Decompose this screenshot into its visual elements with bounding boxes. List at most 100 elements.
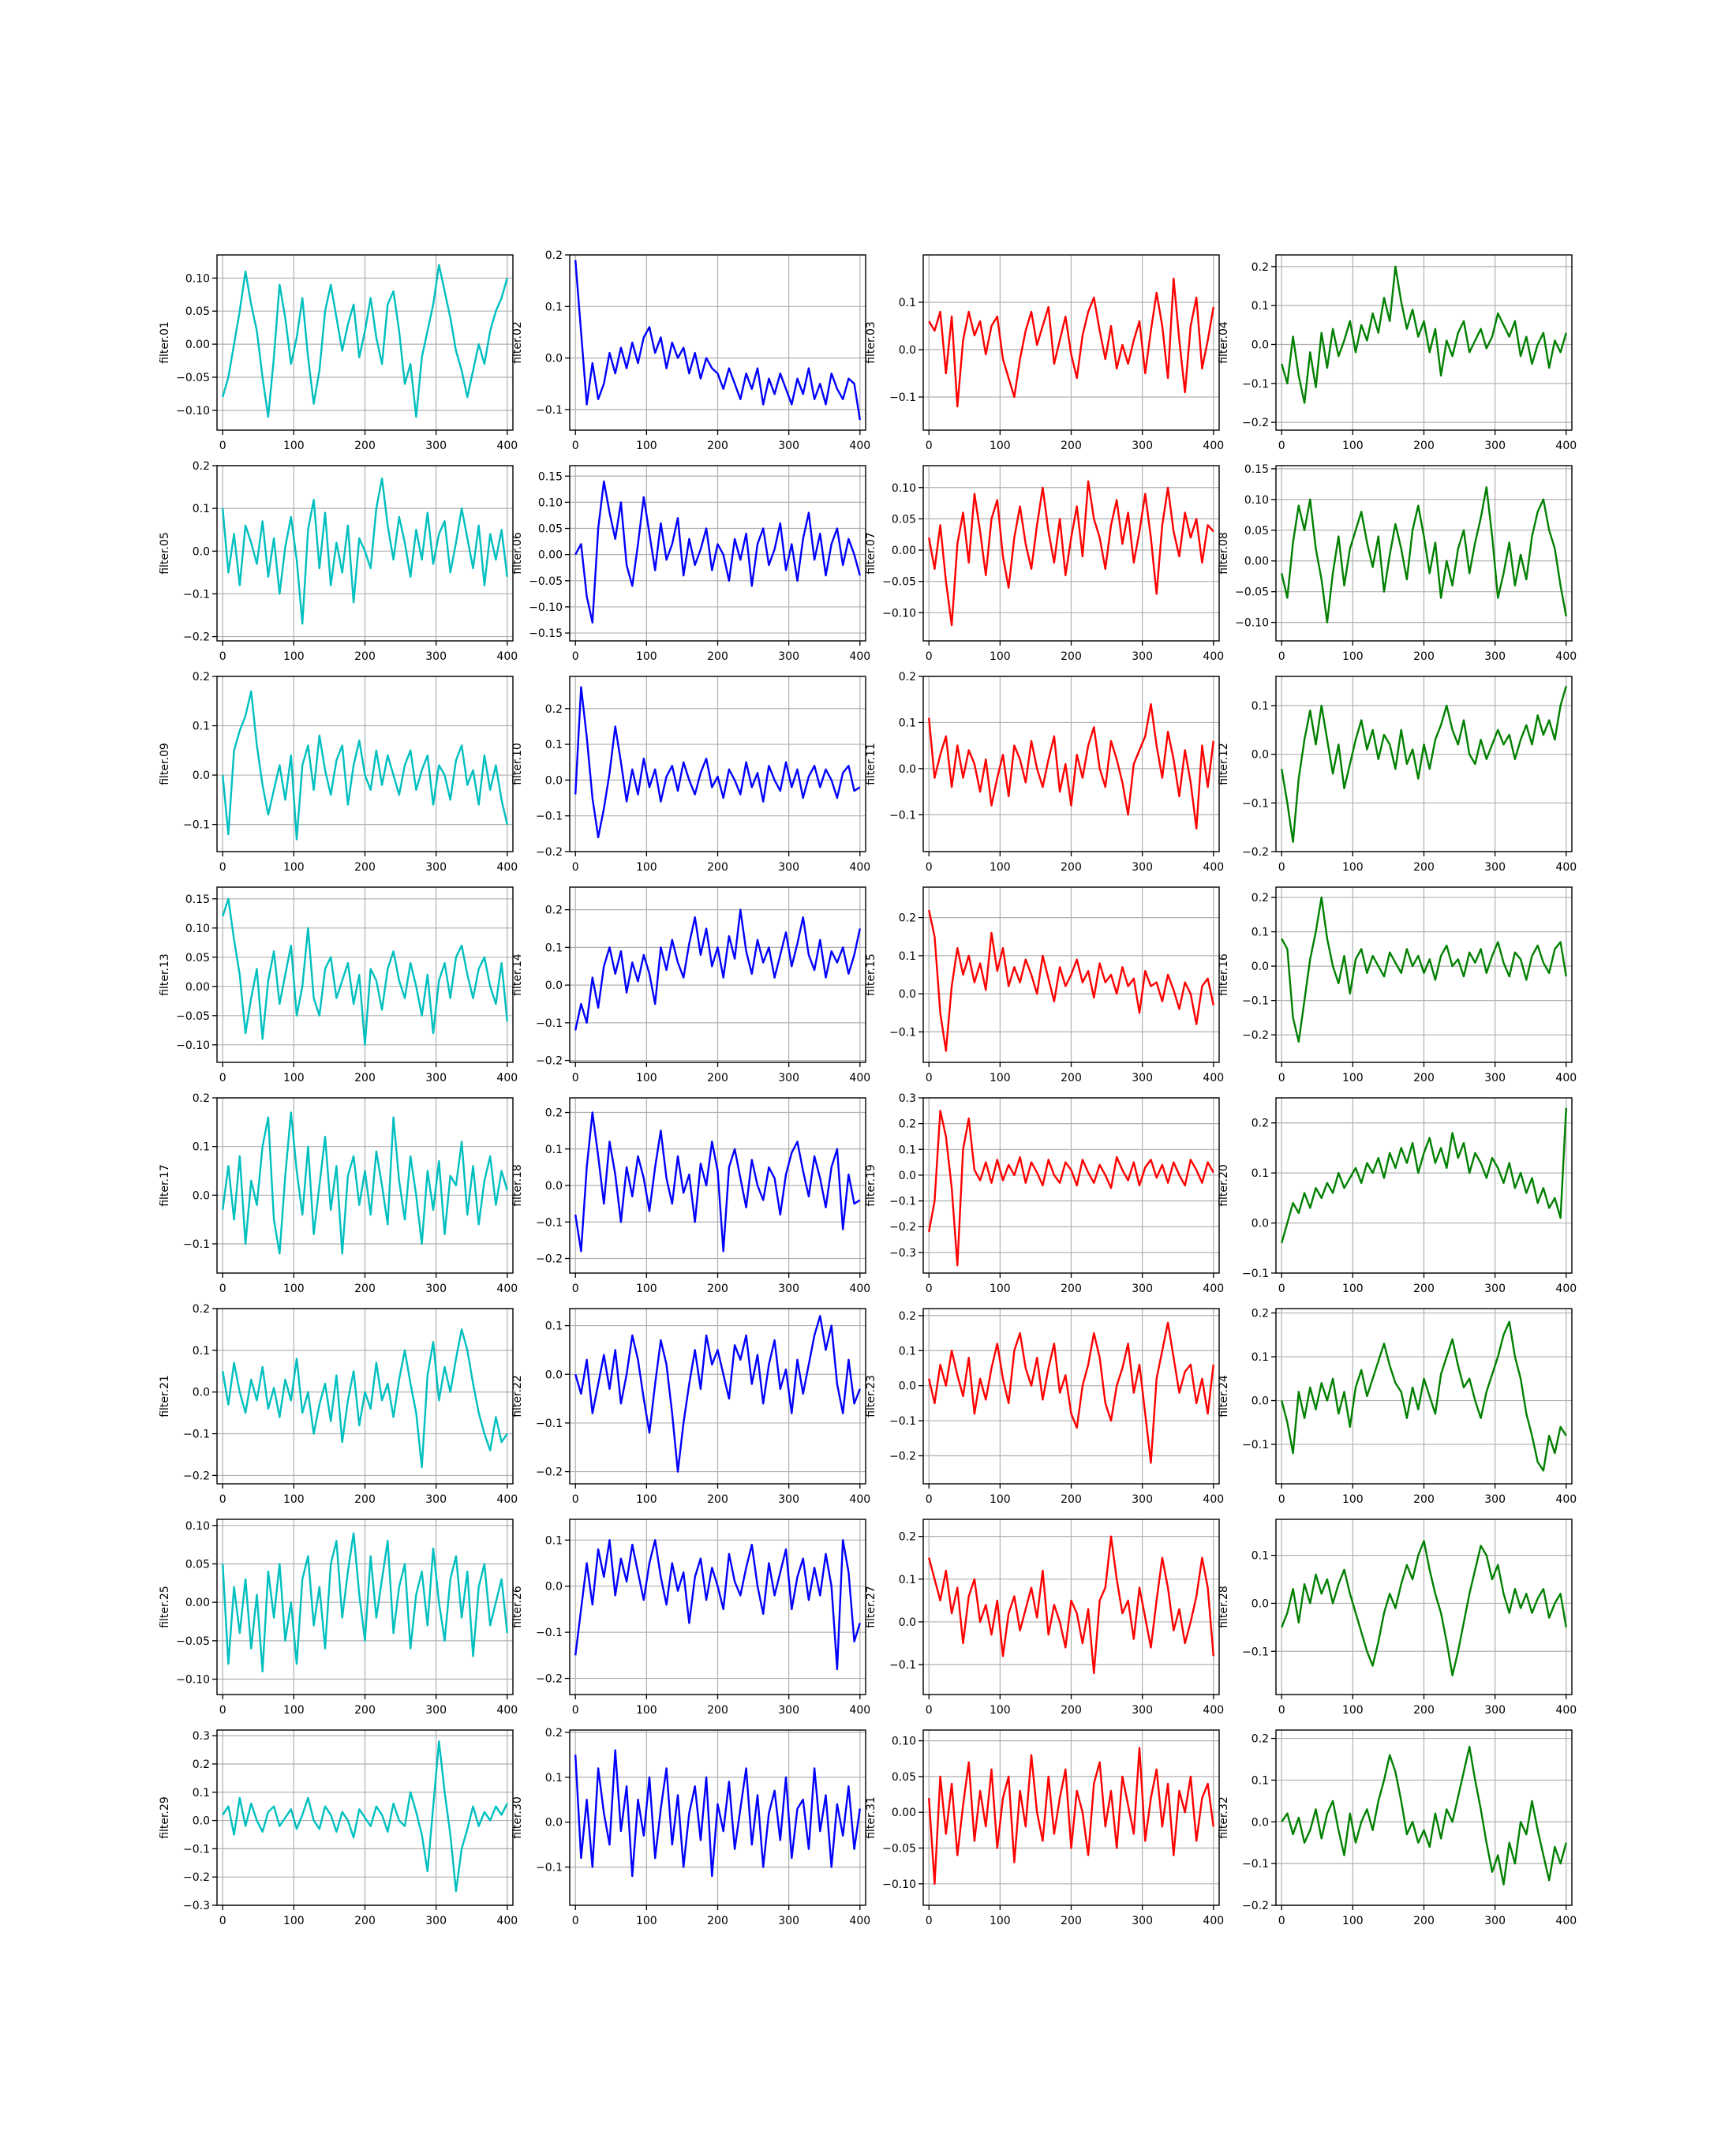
x-tick-label: 200: [1061, 650, 1082, 663]
y-tick-label: 0.05: [185, 1558, 210, 1571]
subplot-filter.31: 0 100 200 300 400 −0.10 −0.05 0.00 0.05 0.10 filte…: [865, 1729, 1224, 1927]
y-tick-label: 0.3: [899, 1092, 916, 1105]
series-line: [1281, 265, 1567, 404]
y-tick-label: −0.1: [183, 1843, 210, 1856]
y-axis-label: filter.20: [1218, 1164, 1230, 1207]
x-tick-label: 200: [1413, 1704, 1435, 1717]
y-tick-label: −0.1: [183, 819, 210, 832]
y-tick-label: −0.2: [1242, 417, 1269, 429]
y-tick-label: 0.00: [538, 549, 563, 562]
x-tick-label: 400: [496, 1704, 518, 1717]
x-tick-label: 100: [636, 1493, 657, 1506]
x-tick-label: 0: [219, 650, 226, 663]
x-tick-label: 400: [849, 1704, 870, 1717]
series-line: [928, 480, 1214, 627]
x-tick-label: 0: [926, 650, 933, 663]
series-line: [928, 909, 1214, 1052]
y-tick-label: −0.2: [536, 1673, 563, 1686]
x-tick-label: 400: [496, 861, 518, 874]
x-tick-label: 0: [572, 1072, 579, 1084]
y-tick-label: 0.00: [185, 1597, 210, 1609]
y-tick-label: 0.1: [545, 1772, 563, 1785]
x-tick-label: 100: [1342, 1072, 1364, 1084]
y-tick-label: 0.2: [899, 1118, 916, 1131]
x-tick-label: 100: [636, 1915, 657, 1927]
y-tick-label: 0.2: [193, 671, 210, 683]
x-tick-label: 300: [1484, 1915, 1506, 1927]
y-axis-label: filter.27: [865, 1586, 877, 1628]
subplot-filter.04: 0 100 200 300 400 −0.2 −0.1 0.0 0.1 0.2 filter.04: [1218, 254, 1577, 452]
subplot-filter.27: 0 100 200 300 400 −0.1 0.0 0.1 0.2 filter.27: [865, 1519, 1224, 1717]
x-tick-label: 100: [283, 861, 305, 874]
y-axis-label: filter.06: [511, 532, 524, 575]
x-tick-label: 200: [354, 1915, 376, 1927]
y-axis-label: filter.28: [1218, 1586, 1230, 1628]
y-tick-label: 0.0: [1251, 961, 1269, 973]
x-tick-label: 400: [849, 650, 870, 663]
x-tick-label: 300: [425, 861, 447, 874]
x-tick-label: 300: [778, 1283, 799, 1295]
x-tick-label: 200: [354, 440, 376, 452]
x-tick-label: 300: [1484, 1283, 1506, 1295]
y-tick-label: 0.1: [193, 1141, 210, 1154]
subplot-filter.03: 0 100 200 300 400 −0.1 0.0 0.1 filter.03: [865, 254, 1224, 452]
y-tick-label: 0.2: [899, 671, 916, 683]
y-tick-label: −0.1: [183, 1238, 210, 1251]
y-tick-label: 0.15: [538, 470, 563, 483]
series-line: [1281, 685, 1567, 843]
y-tick-label: 0.2: [193, 1303, 210, 1316]
subplot-filter.08: 0 100 200 300 400 −0.10 −0.05 0.00 0.05 0.10 0.15 f…: [1218, 463, 1577, 663]
x-tick-label: 200: [1061, 861, 1082, 874]
y-tick-label: −0.1: [1242, 797, 1269, 810]
x-tick-label: 100: [1342, 1704, 1364, 1717]
subplot-filter.18: 0 100 200 300 400 −0.2 −0.1 0.0 0.1 0.2 filter.18: [511, 1097, 870, 1295]
y-axis-label: filter.07: [865, 532, 877, 575]
subplot-filter.12: 0 100 200 300 400 −0.2 −0.1 0.0 0.1 filter.12: [1218, 676, 1577, 874]
y-tick-label: −0.2: [183, 1470, 210, 1482]
x-tick-label: 400: [1555, 1283, 1577, 1295]
x-tick-label: 0: [926, 1915, 933, 1927]
y-tick-label: −0.10: [882, 1878, 916, 1891]
x-tick-label: 0: [1278, 1283, 1285, 1295]
x-tick-label: 400: [849, 440, 870, 452]
y-tick-label: −0.2: [1242, 1900, 1269, 1912]
y-tick-label: −0.1: [536, 1627, 563, 1639]
y-tick-label: 0.1: [1251, 1167, 1269, 1180]
y-tick-label: 0.10: [538, 496, 563, 509]
y-tick-label: 0.05: [892, 513, 916, 526]
x-tick-label: 100: [283, 1072, 305, 1084]
y-tick-label: 0.0: [545, 353, 563, 365]
x-tick-label: 0: [572, 1493, 579, 1506]
y-tick-label: 0.0: [193, 770, 210, 782]
y-tick-label: 0.0: [899, 1616, 916, 1629]
x-tick-label: 300: [1132, 1283, 1153, 1295]
y-tick-label: 0.00: [892, 545, 916, 557]
x-tick-label: 0: [219, 861, 226, 874]
series-line: [1281, 1107, 1567, 1244]
x-tick-label: 400: [496, 650, 518, 663]
y-axis-label: filter.21: [159, 1375, 171, 1418]
x-tick-label: 400: [1555, 1072, 1577, 1084]
x-tick-label: 0: [1278, 650, 1285, 663]
y-tick-label: −0.05: [176, 1635, 210, 1648]
y-tick-label: 0.1: [1251, 1550, 1269, 1563]
y-tick-label: −0.2: [889, 1450, 916, 1462]
x-tick-label: 100: [283, 1704, 305, 1717]
x-tick-label: 0: [926, 440, 933, 452]
y-axis-label: filter.04: [1218, 321, 1230, 364]
y-tick-label: 0.2: [193, 1092, 210, 1105]
y-tick-label: 0.0: [545, 1180, 563, 1193]
subplot-filter.22: 0 100 200 300 400 −0.2 −0.1 0.0 0.1 filter.22: [511, 1308, 870, 1506]
y-tick-label: 0.1: [545, 1534, 563, 1547]
y-tick-label: 0.2: [899, 1310, 916, 1323]
y-tick-label: 0.0: [899, 1380, 916, 1393]
y-tick-label: 0.1: [1251, 927, 1269, 939]
y-tick-label: −0.05: [882, 1843, 916, 1856]
x-tick-label: 300: [1132, 861, 1153, 874]
y-tick-label: −0.3: [183, 1900, 210, 1912]
y-tick-label: −0.2: [889, 1221, 916, 1234]
y-tick-label: 0.2: [545, 1107, 563, 1120]
x-tick-label: 0: [572, 1704, 579, 1717]
y-tick-label: −0.1: [1242, 1858, 1269, 1871]
y-tick-label: 0.2: [1251, 892, 1269, 904]
